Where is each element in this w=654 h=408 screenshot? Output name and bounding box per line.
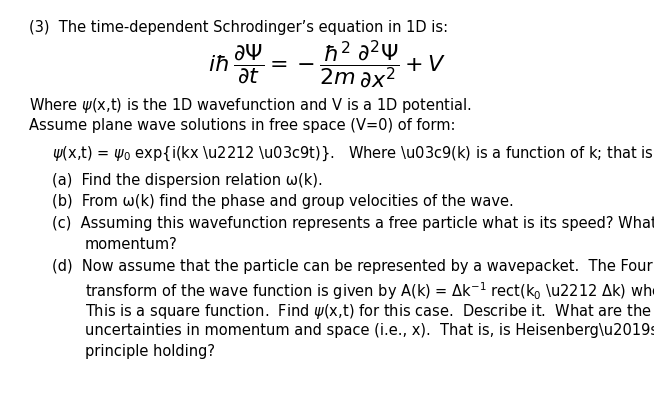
Text: Where $\psi$(x,t) is the 1D wavefunction and V is a 1D potential.: Where $\psi$(x,t) is the 1D wavefunction… — [29, 96, 472, 115]
Text: $\psi$(x,t) = $\psi_0$ exp{i(kx \u2212 \u03c9t)}.   Where \u03c9(k) is a functio: $\psi$(x,t) = $\psi_0$ exp{i(kx \u2212 \… — [52, 144, 654, 163]
Text: (c)  Assuming this wavefunction represents a free particle what is its speed? Wh: (c) Assuming this wavefunction represent… — [52, 216, 654, 231]
Text: principle holding?: principle holding? — [85, 344, 215, 359]
Text: (d)  Now assume that the particle can be represented by a wavepacket.  The Fouri: (d) Now assume that the particle can be … — [52, 259, 654, 274]
Text: uncertainties in momentum and space (i.e., x).  That is, is Heisenberg\u2019s un: uncertainties in momentum and space (i.e… — [85, 323, 654, 338]
Text: Assume plane wave solutions in free space (V=0) of form:: Assume plane wave solutions in free spac… — [29, 118, 456, 133]
Text: (b)  From ω(k) find the phase and group velocities of the wave.: (b) From ω(k) find the phase and group v… — [52, 194, 514, 209]
Text: transform of the wave function is given by A(k) = $\Delta$k$^{-1}$ rect(k$_0$ \u: transform of the wave function is given … — [85, 280, 654, 302]
Text: (3)  The time-dependent Schrodinger’s equation in 1D is:: (3) The time-dependent Schrodinger’s equ… — [29, 20, 449, 35]
Text: momentum?: momentum? — [85, 237, 178, 252]
Text: (a)  Find the dispersion relation ω(k).: (a) Find the dispersion relation ω(k). — [52, 173, 323, 188]
Text: $i\hbar\,\dfrac{\partial\Psi}{\partial t} = -\dfrac{\hbar^2}{2m}\dfrac{\partial^: $i\hbar\,\dfrac{\partial\Psi}{\partial t… — [208, 39, 446, 91]
Text: This is a square function.  Find $\psi$(x,t) for this case.  Describe it.  What : This is a square function. Find $\psi$(x… — [85, 302, 651, 321]
